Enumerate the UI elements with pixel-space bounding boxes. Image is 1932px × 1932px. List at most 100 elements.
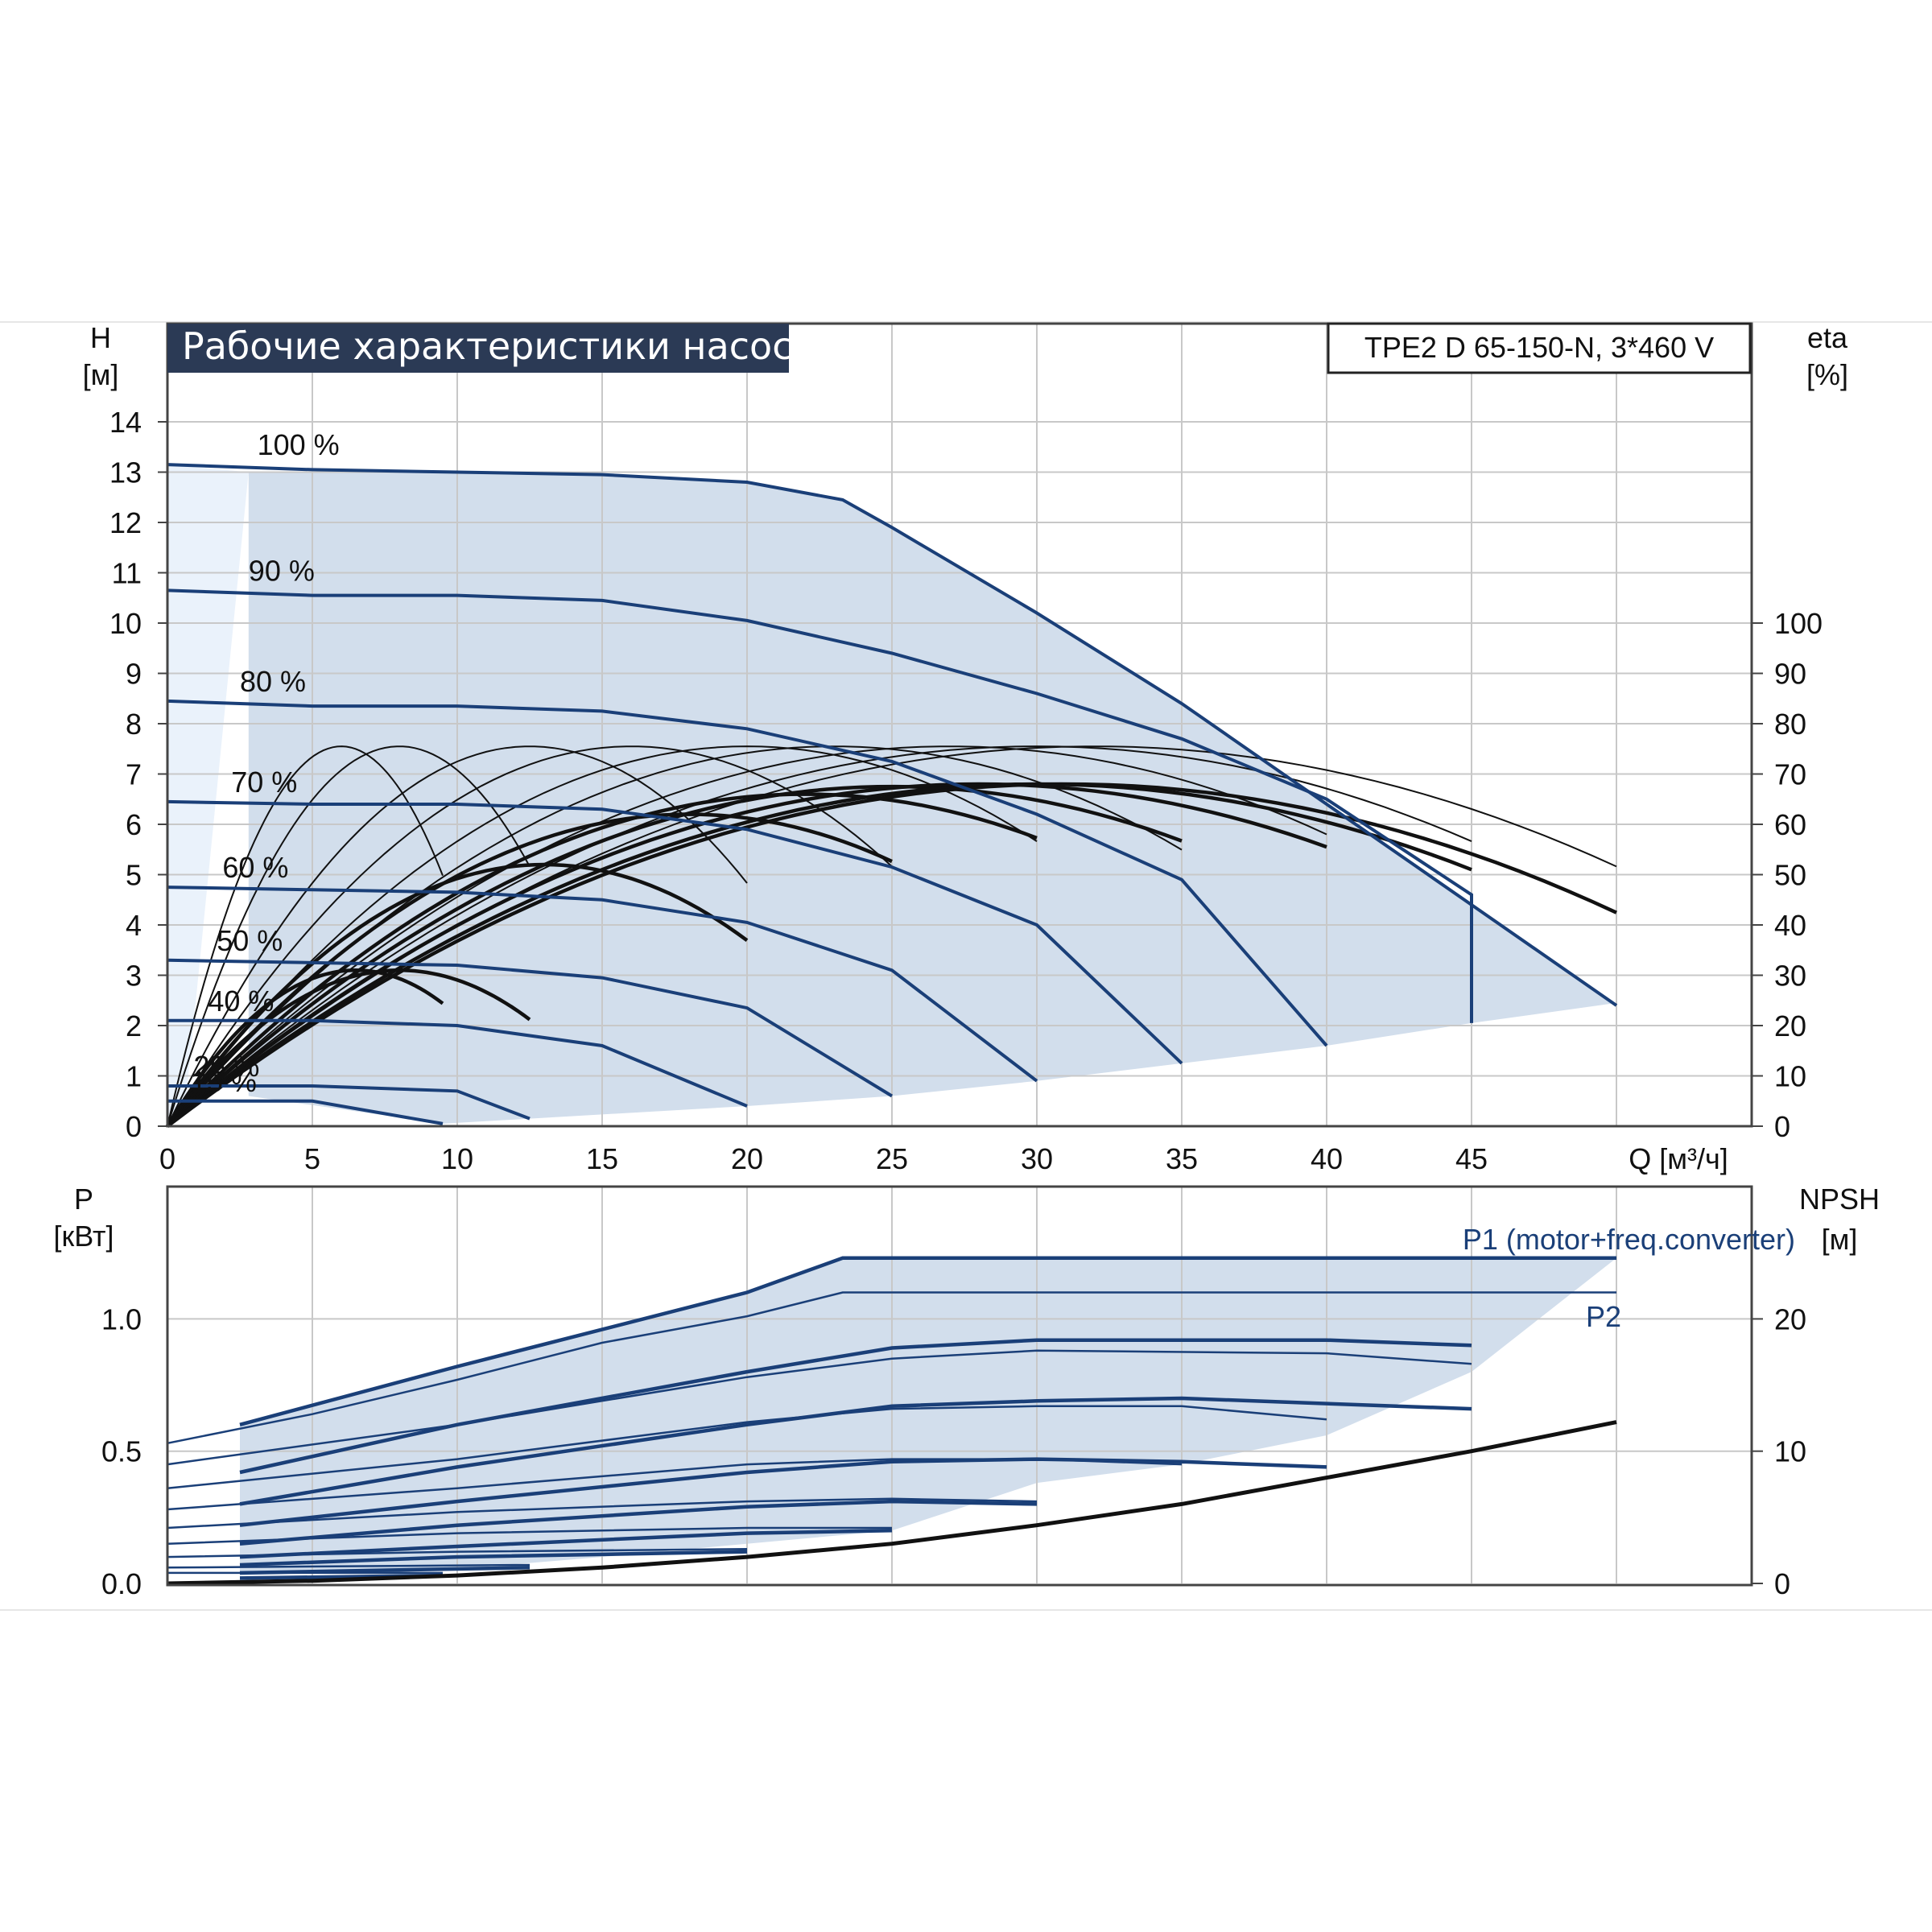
speed-curve-label: 15 % — [191, 1065, 257, 1098]
h-tick-label: 2 — [126, 1009, 142, 1042]
q-tick-label: 40 — [1311, 1142, 1343, 1175]
npsh-axis-label: NPSH — [1799, 1183, 1880, 1216]
p-tick-label: 0.0 — [101, 1567, 142, 1600]
p1-curve — [239, 1256, 1616, 1426]
speed-curve-label: 50 % — [217, 924, 283, 957]
npsh-tick-label: 0 — [1774, 1567, 1790, 1600]
power-plot-frame — [166, 1185, 1753, 1587]
q-tick-label: 25 — [876, 1142, 908, 1175]
h-tick-label: 5 — [126, 859, 142, 892]
p1-curve — [239, 1499, 1038, 1546]
h-tick-label: 7 — [126, 758, 142, 791]
chart-title: Рабочие характеристики насоса — [182, 324, 815, 368]
h-tick-label: 14 — [109, 406, 142, 439]
speed-labels: 100 % 90 % 80 % 70 % 60 % 50 % 40 % 25 %15 % — [191, 428, 340, 1098]
p1-series-label: P1 (motor+freq.converter) — [1463, 1223, 1795, 1256]
h-tick-label: 10 — [109, 607, 142, 640]
h-tick-label: 4 — [126, 909, 142, 942]
h-tick-label: 3 — [126, 960, 142, 993]
power-operating-band — [240, 1257, 1616, 1576]
head-plot-frame — [166, 322, 1753, 1128]
head-operating-band — [248, 472, 1616, 1124]
p2-series-label: P2 — [1586, 1300, 1621, 1333]
speed-curve — [167, 588, 1473, 1023]
title-box — [167, 324, 789, 373]
speed-curve — [167, 958, 894, 1098]
power-grid — [167, 1187, 1752, 1583]
eta-axis-label: eta — [1807, 321, 1848, 354]
eta-tick-label: 80 — [1774, 708, 1806, 741]
q-tick-label: 30 — [1021, 1142, 1053, 1175]
speed-curve — [167, 1018, 748, 1108]
q-tick-label: 20 — [731, 1142, 763, 1175]
h-tick-label: 0 — [126, 1110, 142, 1143]
p2-curve — [167, 1497, 1038, 1530]
eta-tick-label: 60 — [1774, 808, 1806, 841]
npsh-curve — [167, 1420, 1617, 1586]
eta-tick-label: 40 — [1774, 909, 1806, 942]
speed-curve — [167, 799, 1183, 1065]
p2-curve — [167, 1405, 1327, 1489]
npsh-axis-unit: [м] — [1822, 1223, 1858, 1256]
speed-curve-label: 25 % — [193, 1050, 259, 1083]
p1-curve — [239, 1396, 1472, 1506]
p2-curve — [167, 1563, 530, 1569]
efficiency-curve — [167, 745, 748, 1127]
p-tick-label: 0.5 — [101, 1435, 142, 1468]
speed-curve — [167, 1099, 444, 1125]
speed-curve — [167, 886, 1038, 1083]
p-tick-label: 1.0 — [101, 1302, 142, 1335]
eta-axis-unit: [%] — [1806, 358, 1848, 391]
p1-curve — [239, 1550, 748, 1567]
q-tick-label: 35 — [1166, 1142, 1198, 1175]
q-axis-label: Q [м³/ч] — [1629, 1142, 1728, 1175]
q-tick-label: 15 — [586, 1142, 618, 1175]
efficiency-curve — [167, 745, 530, 1127]
h-tick-label: 9 — [126, 658, 142, 691]
power-tick-labels: 0.0 0.5 1.0 0 10 20 — [101, 1302, 1806, 1600]
q-tick-label: 10 — [441, 1142, 473, 1175]
speed-curve — [167, 1084, 530, 1121]
h-tick-label: 11 — [112, 557, 142, 590]
efficiency-curve — [166, 784, 1183, 1128]
speed-curves — [167, 463, 1618, 1125]
h-tick-label: 12 — [109, 506, 142, 539]
q-tick-label: 0 — [159, 1142, 175, 1175]
model-box — [1327, 322, 1752, 374]
speed-curve — [167, 699, 1328, 1047]
p2-curve — [167, 1291, 1616, 1445]
speed-curve-label: 80 % — [240, 665, 306, 698]
speed-curve-label: 70 % — [231, 766, 297, 799]
eta-tick-label: 50 — [1774, 859, 1806, 892]
speed-curve-label: 40 % — [208, 985, 274, 1018]
efficiency-curve — [166, 862, 749, 1128]
efficiency-curve — [166, 782, 1617, 1128]
p-axis-unit: [кВт] — [53, 1220, 114, 1253]
eta-tick-label: 70 — [1774, 758, 1806, 791]
h-tick-label: 13 — [109, 456, 142, 489]
power-curves — [167, 1256, 1617, 1586]
eta-tick-label: 90 — [1774, 658, 1806, 691]
h-axis-unit: [м] — [83, 358, 119, 391]
eta-tick-label: 30 — [1774, 960, 1806, 993]
efficiency-curve — [167, 745, 444, 1127]
efficiency-curve — [167, 745, 1038, 1127]
head-tick-labels: 0123456789101112131401020304050607080901… — [109, 406, 1823, 1175]
p1-curve — [239, 1457, 1327, 1527]
speed-curve-label: 100 % — [258, 428, 340, 461]
p-axis-label: P — [74, 1183, 93, 1216]
npsh-tick-label: 20 — [1774, 1302, 1806, 1335]
npsh-tick-label: 10 — [1774, 1435, 1806, 1468]
eta-tick-label: 10 — [1774, 1060, 1806, 1093]
h-tick-label: 8 — [126, 708, 142, 741]
p1-curve — [239, 1529, 893, 1559]
power-operating-area — [240, 1257, 1616, 1576]
eta-tick-label: 0 — [1774, 1110, 1790, 1143]
model-label: TPE2 D 65-150-N, 3*460 V — [1364, 331, 1714, 364]
speed-curve-label: 90 % — [249, 554, 315, 587]
q-tick-label: 45 — [1455, 1142, 1488, 1175]
h-axis-label: H — [90, 321, 111, 354]
efficiency-curve — [166, 782, 1327, 1128]
speed-curve-label: 60 % — [222, 851, 288, 884]
